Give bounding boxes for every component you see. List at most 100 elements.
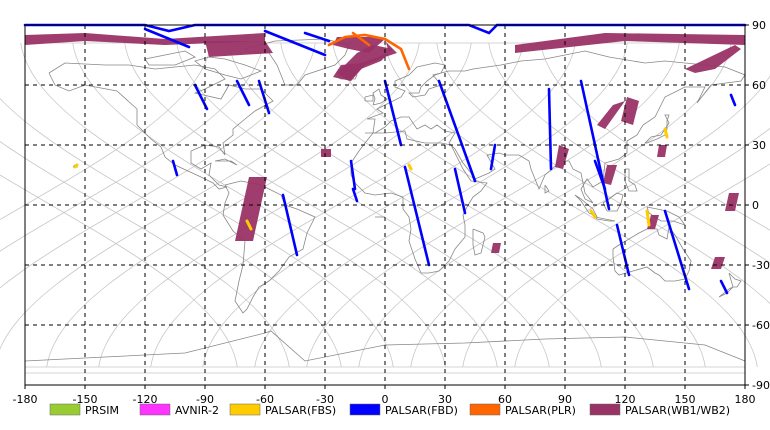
- legend-swatch: [49, 403, 81, 416]
- legend: PRSIM AVNIR-2 PALSAR(FBS) PALSAR(FBD) PALSAR…: [49, 403, 730, 417]
- observation-strip: [257, 79, 271, 115]
- legend-swatch: [139, 403, 171, 416]
- coastline: [194, 56, 263, 80]
- legend-label: PALSAR(FBD): [385, 404, 458, 417]
- lat-tick-label: -60: [752, 319, 770, 332]
- wb-swath: [657, 145, 667, 157]
- coastline: [594, 216, 616, 222]
- lat-tick-label: 60: [752, 79, 766, 92]
- longitude-ticks: -180 -150 -120 -90 -60 -30 0 30 60 90 120 150 180: [13, 385, 756, 406]
- legend-swatch: [469, 403, 501, 416]
- observation-strip: [489, 143, 497, 171]
- lon-tick-label: 60: [498, 393, 512, 406]
- observation-strip: [663, 127, 669, 139]
- graticule: [25, 25, 745, 385]
- wb-swath: [725, 193, 739, 211]
- observation-strip: [589, 209, 597, 219]
- lon-tick-label: -60: [256, 393, 274, 406]
- coastline: [144, 50, 196, 66]
- wb-swath: [685, 45, 741, 73]
- orbit-track: [0, 141, 290, 368]
- land-outlines: [24, 38, 746, 362]
- coastline: [612, 226, 692, 282]
- coastline: [214, 158, 238, 166]
- observation-strip: [143, 27, 191, 49]
- wb-swath: [515, 33, 745, 53]
- legend-label: PRSIM: [85, 404, 119, 417]
- orbit-track: [20, 42, 394, 368]
- observation-strip: [235, 79, 251, 107]
- legend-swatch: [589, 403, 621, 416]
- wb-swath: [597, 101, 625, 129]
- observation-strip: [245, 219, 253, 231]
- latitude-ticks: 90 60 30 0 -30 -60 -90: [745, 19, 770, 392]
- coastline: [24, 330, 746, 362]
- orbit-track: [436, 42, 770, 305]
- lat-tick-label: 90: [752, 19, 766, 32]
- observation-strip: [263, 29, 327, 57]
- wb-swath: [711, 257, 725, 269]
- lon-tick-label: -150: [73, 393, 98, 406]
- observation-strip: [303, 31, 331, 43]
- orbit-track: [332, 42, 706, 368]
- observation-strip: [593, 159, 607, 191]
- observation-strip: [719, 279, 729, 295]
- coastline: [728, 272, 742, 288]
- observation-strip: [73, 163, 79, 169]
- observation-strip: [349, 159, 357, 191]
- observation-strip: [351, 187, 359, 203]
- wb-swath: [491, 243, 501, 253]
- observation-strip: [351, 31, 371, 47]
- lon-tick-label: -120: [133, 393, 158, 406]
- lon-tick-label: 90: [558, 393, 572, 406]
- observation-strip: [383, 79, 403, 147]
- observation-strip: [645, 209, 651, 227]
- lon-tick-label: -90: [196, 393, 214, 406]
- lat-tick-label: -90: [752, 379, 770, 392]
- wb-swath: [603, 165, 617, 185]
- coastline: [644, 114, 670, 144]
- observation-strip: [327, 33, 411, 71]
- coastline: [364, 94, 374, 102]
- legend-label: AVNIR-2: [175, 404, 219, 417]
- lon-tick-label: 30: [438, 393, 452, 406]
- coastline: [544, 184, 550, 194]
- coastline: [602, 192, 624, 212]
- lon-tick-label: 150: [675, 393, 696, 406]
- lon-tick-label: -180: [13, 393, 38, 406]
- coastline: [372, 88, 388, 106]
- observation-strip: [171, 159, 179, 177]
- legend-label: PALSAR(PLR): [505, 404, 576, 417]
- wb-swath: [205, 41, 273, 57]
- wb-swath: [321, 149, 331, 157]
- coastline: [350, 130, 488, 274]
- wb-swath: [337, 45, 393, 81]
- wb-swath: [555, 145, 569, 169]
- observation-strip: [453, 167, 467, 215]
- coastline: [48, 62, 274, 190]
- lon-tick-label: 120: [615, 393, 636, 406]
- legend-label: PALSAR(FBS): [265, 404, 336, 417]
- wb-swath: [621, 97, 639, 125]
- wb-swath: [235, 177, 267, 241]
- observation-strip: [615, 223, 631, 277]
- orbit-track: [124, 42, 498, 368]
- lon-tick-label: -30: [316, 393, 334, 406]
- coastline: [365, 50, 746, 204]
- legend-label: PALSAR(WB1/WB2): [625, 404, 730, 417]
- legend-swatch: [349, 403, 381, 416]
- lat-tick-label: 0: [752, 199, 759, 212]
- coastline: [624, 168, 638, 192]
- lon-tick-label: 0: [382, 393, 389, 406]
- observation-strip: [407, 163, 413, 171]
- coastline: [472, 228, 486, 256]
- lat-tick-label: 30: [752, 139, 766, 152]
- lat-tick-label: -30: [752, 259, 770, 272]
- observation-strip: [403, 165, 431, 267]
- observation-strip: [729, 93, 737, 107]
- observation-strip: [547, 87, 553, 171]
- lon-tick-label: 180: [735, 393, 756, 406]
- observation-strip: [281, 193, 299, 257]
